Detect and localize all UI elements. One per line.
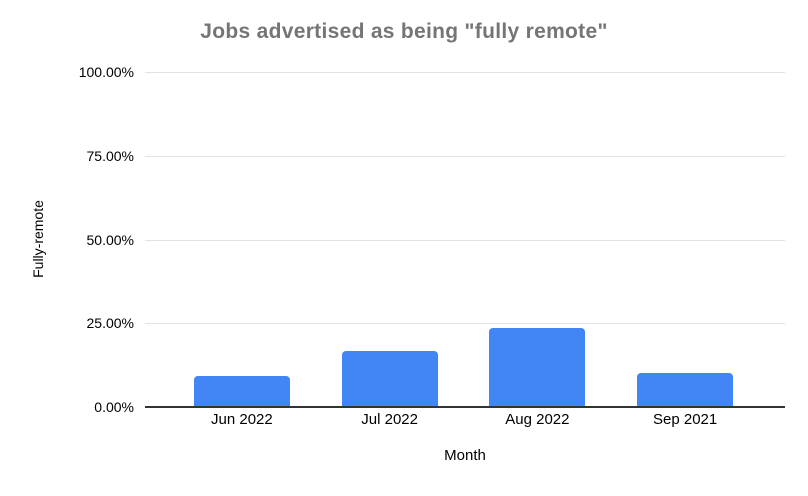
gridline <box>145 72 785 73</box>
bar-slot <box>168 72 316 407</box>
x-tick-label: Jun 2022 <box>211 411 273 428</box>
bar-aug-2022[interactable] <box>489 328 586 407</box>
plot-area <box>145 72 785 408</box>
bar-jun-2022[interactable] <box>193 376 290 407</box>
y-tick-label: 75.00% <box>86 148 134 164</box>
x-axis-title: Month <box>444 447 486 464</box>
gridline <box>145 323 785 324</box>
bars-row <box>168 72 759 407</box>
x-tick-label: Aug 2022 <box>505 411 570 428</box>
x-tick-label: Sep 2021 <box>653 411 718 428</box>
y-tick-label: 25.00% <box>86 315 134 331</box>
y-axis-title: Fully-remote <box>30 200 46 278</box>
chart-title: Jobs advertised as being "fully remote" <box>200 20 608 43</box>
x-tick-label: Jul 2022 <box>361 411 418 428</box>
bar-sep-2021[interactable] <box>637 373 734 407</box>
bar-slot <box>464 72 612 407</box>
gridline <box>145 240 785 241</box>
bar-jul-2022[interactable] <box>341 351 438 407</box>
bar-slot <box>611 72 759 407</box>
bar-slot <box>316 72 464 407</box>
y-tick-label: 0.00% <box>94 399 134 415</box>
y-tick-label: 100.00% <box>78 64 134 80</box>
gridline <box>145 156 785 157</box>
x-axis-line <box>145 406 785 408</box>
y-tick-label: 50.00% <box>86 232 134 248</box>
x-axis-labels: Jun 2022 Jul 2022 Aug 2022 Sep 2021 <box>168 411 759 428</box>
